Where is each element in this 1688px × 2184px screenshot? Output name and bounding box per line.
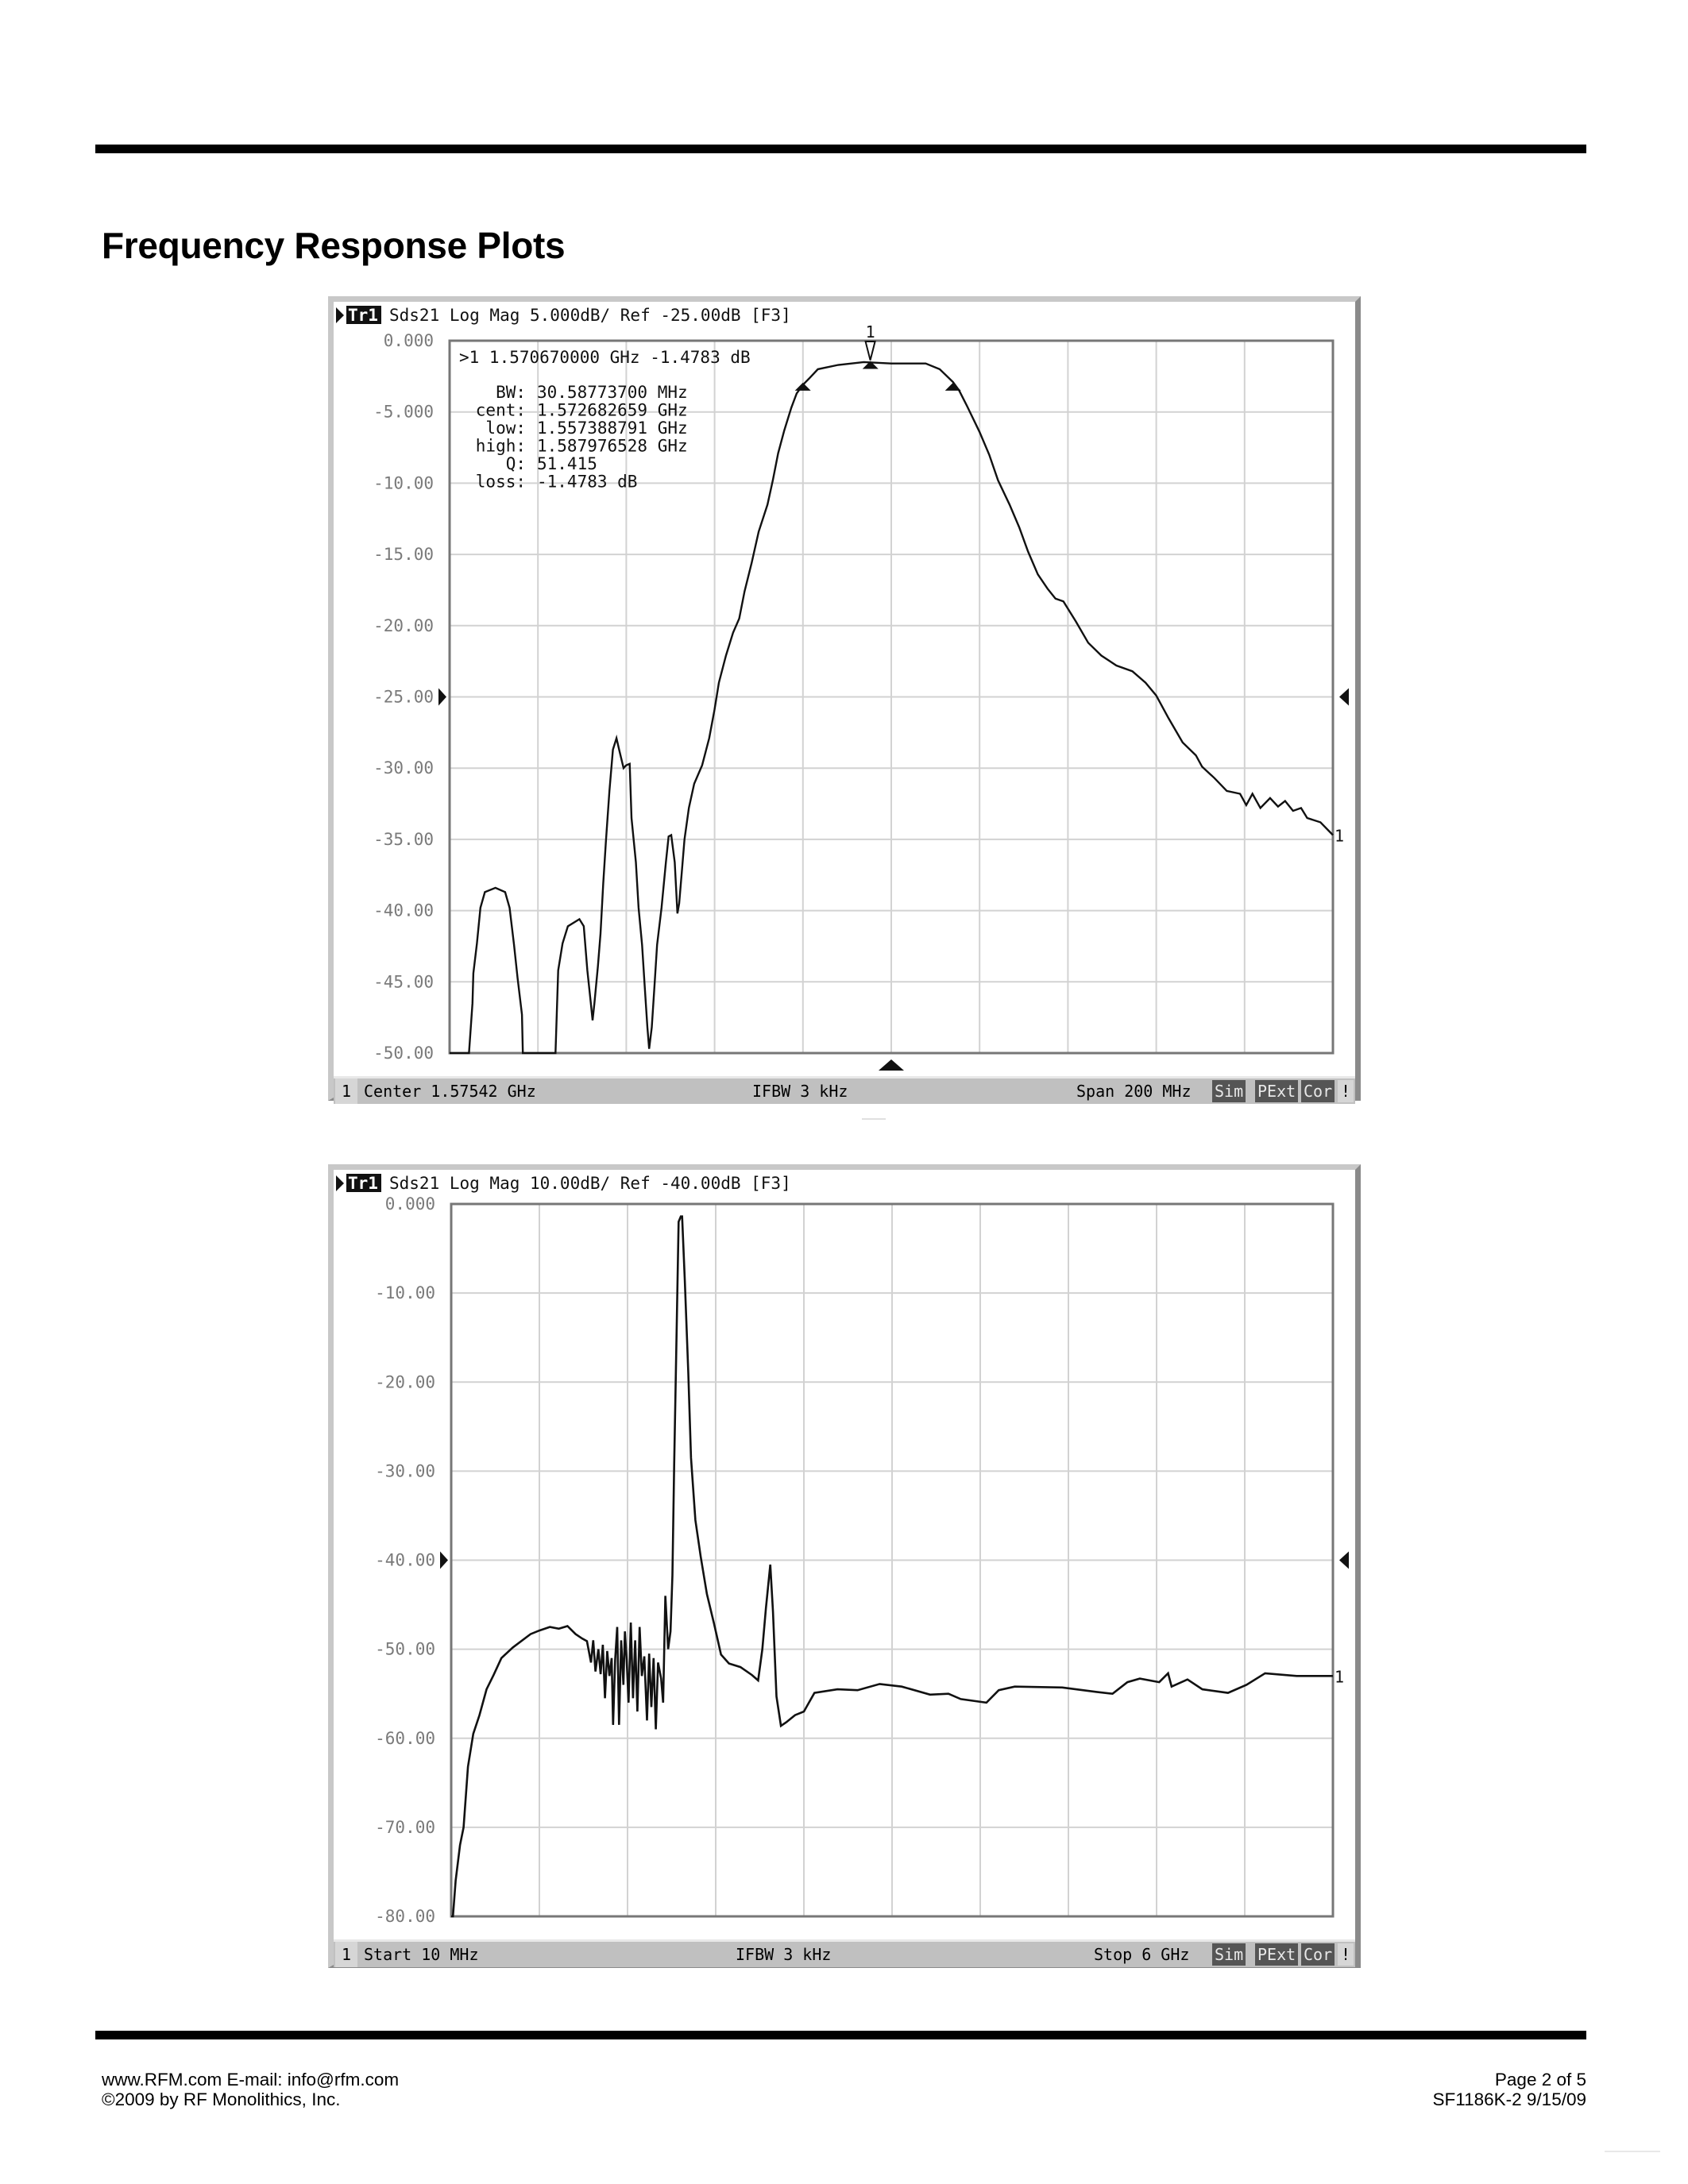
active-trace-arrow-icon: [336, 1175, 344, 1191]
vna-plot-wideband: Tr1 Sds21 Log Mag 10.00dB/ Ref -40.00dB […: [328, 1164, 1361, 1968]
alert-indicator[interactable]: !: [1338, 1080, 1354, 1102]
marker-readout-line: >1 1.570670000 GHz -1.4783 dB: [459, 348, 751, 367]
vna-plot-passband-canvas: Tr1 Sds21 Log Mag 5.000dB/ Ref -25.00dB […: [336, 306, 1349, 1071]
footer-left: www.RFM.com E-mail: info@rfm.com ©2009 b…: [102, 2070, 399, 2109]
center-frequency-arrow-icon: [879, 1059, 904, 1071]
stop-frequency[interactable]: Stop 6 GHz: [1094, 1945, 1190, 1964]
ref-level-right-arrow-icon: [1339, 688, 1349, 706]
trace-badge: Tr1: [348, 1174, 378, 1193]
trace-header: Sds21 Log Mag 5.000dB/ Ref -25.00dB [F3]: [389, 306, 791, 325]
y-tick-label: -20.00: [375, 1372, 435, 1391]
pext-flag[interactable]: PExt: [1255, 1943, 1299, 1966]
sim-flag[interactable]: Sim: [1212, 1080, 1246, 1102]
bw-stat-value: 51.415: [537, 454, 597, 473]
y-tick-label: -20.00: [373, 616, 434, 635]
y-tick-label: -80.00: [375, 1907, 435, 1926]
bw-stat-label: high:: [476, 437, 526, 456]
y-tick-label: -15.00: [373, 545, 434, 564]
page-title: Frequency Response Plots: [102, 225, 566, 266]
bw-stat-value: 1.572682659 GHz: [537, 401, 688, 420]
channel-number[interactable]: 1: [335, 1942, 357, 1967]
scan-artifact: [862, 1118, 886, 1120]
y-tick-label: -70.00: [375, 1818, 435, 1837]
marker-1-pointer-icon: [864, 341, 876, 361]
y-tick-label: -50.00: [375, 1640, 435, 1659]
cor-flag[interactable]: Cor: [1301, 1943, 1335, 1966]
trace-badge: Tr1: [348, 306, 378, 325]
status-bar: 1 Start 10 MHz IFBW 3 kHz Stop 6 GHz Sim…: [334, 1939, 1355, 1967]
scan-artifact: [1605, 2151, 1660, 2152]
trace-header: Sds21 Log Mag 10.00dB/ Ref -40.00dB [F3]: [389, 1174, 791, 1193]
bw-stat-label: Q:: [506, 454, 526, 473]
alert-indicator[interactable]: !: [1338, 1943, 1354, 1966]
sds21-trace: [450, 361, 1334, 1055]
footer-doc-id: SF1186K-2 9/15/09: [1432, 2089, 1586, 2109]
footer-contact: www.RFM.com E-mail: info@rfm.com: [102, 2070, 400, 2089]
y-tick-label: -30.00: [373, 758, 434, 778]
center-frequency[interactable]: Center 1.57542 GHz: [364, 1082, 536, 1101]
plot-area-border: [448, 339, 1335, 1055]
ifbw-setting[interactable]: IFBW 3 kHz: [736, 1945, 832, 1964]
y-tick-label: 0.000: [384, 331, 434, 350]
y-tick-label: 0.000: [385, 1194, 435, 1214]
sim-flag[interactable]: Sim: [1212, 1943, 1246, 1966]
bandwidth-edge-marker-icon: [794, 382, 811, 391]
marker-1-label: 1: [866, 322, 875, 341]
cor-flag[interactable]: Cor: [1301, 1080, 1335, 1102]
marker-1-triangle-icon: [862, 361, 879, 369]
ref-level-right-arrow-icon: [1339, 1551, 1349, 1569]
footer-copyright: ©2009 by RF Monolithics, Inc.: [102, 2089, 341, 2109]
channel-number[interactable]: 1: [335, 1078, 357, 1104]
y-tick-label: -50.00: [373, 1044, 434, 1063]
bw-stat-value: 1.557388791 GHz: [537, 419, 688, 438]
start-frequency[interactable]: Start 10 MHz: [364, 1945, 479, 1964]
bw-stat-value: 30.58773700 MHz: [537, 383, 688, 402]
bw-stat-label: loss:: [476, 473, 526, 492]
active-trace-arrow-icon: [336, 307, 344, 323]
vna-plot-passband: Tr1 Sds21 Log Mag 5.000dB/ Ref -25.00dB […: [328, 296, 1361, 1104]
ref-level-left-arrow-icon: [438, 688, 446, 706]
sds21-trace: [451, 1215, 1333, 1918]
status-bar: 1 Center 1.57542 GHz IFBW 3 kHz Span 200…: [334, 1076, 1355, 1104]
pext-flag[interactable]: PExt: [1255, 1080, 1299, 1102]
top-rule: [95, 145, 1586, 153]
ifbw-setting[interactable]: IFBW 3 kHz: [752, 1082, 848, 1101]
bottom-rule: [95, 2031, 1586, 2039]
y-tick-label: -35.00: [373, 830, 434, 849]
trace-end-label: 1: [1335, 1667, 1344, 1686]
vna-plot-wideband-canvas: Tr1 Sds21 Log Mag 10.00dB/ Ref -40.00dB […: [336, 1174, 1349, 1926]
bw-stat-value: 1.587976528 GHz: [537, 437, 688, 456]
y-tick-label: -5.000: [373, 403, 434, 422]
bw-stat-label: BW:: [496, 383, 526, 402]
bw-stat-label: cent:: [476, 401, 526, 420]
trace-end-label: 1: [1335, 827, 1344, 846]
y-tick-label: -10.00: [373, 473, 434, 492]
y-tick-label: -40.00: [373, 901, 434, 920]
trace-badge-bg: [346, 1174, 381, 1192]
y-tick-label: -60.00: [375, 1729, 435, 1748]
footer-page-number: Page 2 of 5: [1494, 2070, 1586, 2089]
y-tick-label: -25.00: [373, 688, 434, 707]
footer-right: Page 2 of 5 SF1186K-2 9/15/09: [1433, 2070, 1586, 2109]
y-tick-label: -10.00: [375, 1283, 435, 1302]
trace-badge-bg: [346, 306, 381, 324]
y-tick-label: -45.00: [373, 972, 434, 991]
bw-stat-value: -1.4783 dB: [537, 473, 637, 492]
span-setting[interactable]: Span 200 MHz: [1076, 1082, 1192, 1101]
bw-stat-label: low:: [485, 419, 526, 438]
ref-level-left-arrow-icon: [440, 1551, 448, 1569]
y-tick-label: -40.00: [375, 1551, 435, 1570]
bandwidth-edge-marker-icon: [944, 382, 961, 391]
plot-area-border: [450, 1202, 1335, 1918]
y-tick-label: -30.00: [375, 1461, 435, 1480]
